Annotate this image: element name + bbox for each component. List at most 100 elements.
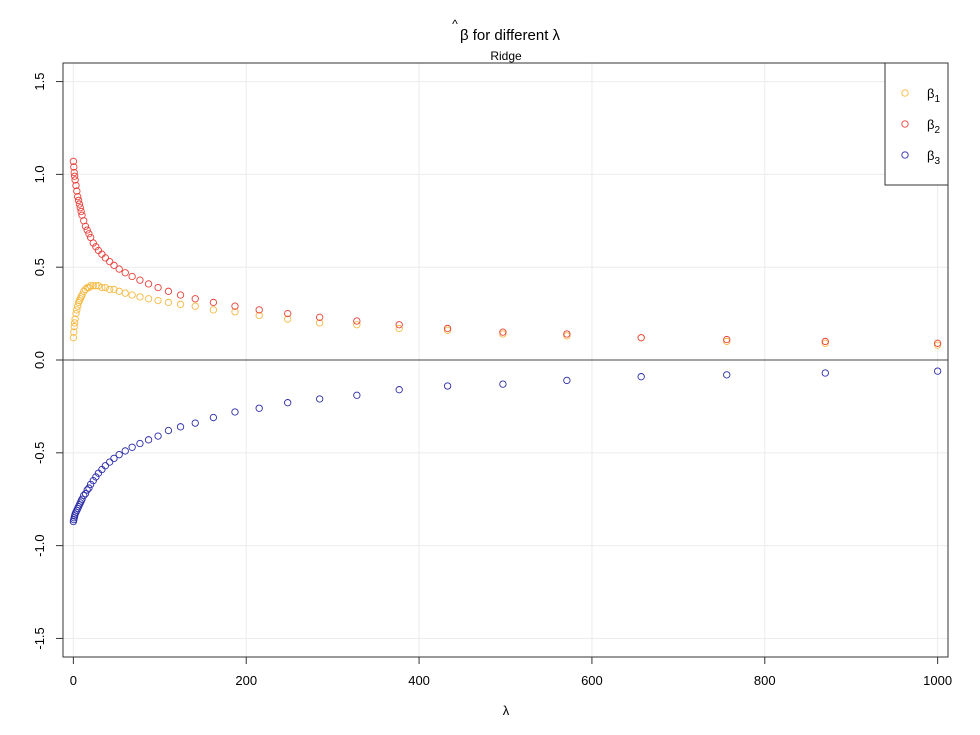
data-point <box>75 200 84 208</box>
data-point <box>353 317 361 325</box>
data-point <box>176 300 185 308</box>
data-point <box>85 283 93 292</box>
data-point <box>499 328 507 336</box>
data-point <box>71 176 79 184</box>
x-axis: 0 200 400 600 800 1000 <box>70 657 952 688</box>
data-point <box>284 399 292 407</box>
series-3-points <box>69 367 942 526</box>
data-point <box>78 291 86 299</box>
data-point <box>70 322 78 331</box>
data-point <box>110 261 118 269</box>
data-point <box>101 254 109 262</box>
data-point <box>316 313 324 321</box>
data-point <box>353 391 361 399</box>
legend-marker <box>901 151 909 159</box>
data-point <box>353 321 361 329</box>
data-point <box>101 462 109 470</box>
title-hat-icon: ^ <box>452 17 458 31</box>
data-point <box>72 309 80 318</box>
data-point <box>164 287 173 295</box>
data-point <box>92 243 100 251</box>
y-tick-label: -1.0 <box>32 534 47 556</box>
data-point <box>76 204 84 212</box>
data-point <box>154 283 162 292</box>
x-tick-label: 200 <box>235 673 257 688</box>
data-point <box>81 489 90 498</box>
data-point <box>94 282 103 290</box>
data-point <box>144 436 153 444</box>
data-point <box>191 302 199 310</box>
data-point <box>443 324 452 333</box>
data-point <box>144 295 153 303</box>
data-point <box>395 321 403 329</box>
series-1-points <box>69 282 942 349</box>
x-tick-label: 400 <box>408 673 430 688</box>
data-point <box>83 226 91 234</box>
data-point <box>98 465 106 474</box>
data-point <box>136 293 144 301</box>
data-point <box>87 282 95 290</box>
data-point <box>98 250 106 258</box>
chart-subtitle: Ridge <box>490 49 522 63</box>
data-point <box>115 451 123 459</box>
data-point <box>191 419 199 427</box>
data-point <box>136 439 144 448</box>
data-point <box>255 306 263 314</box>
data-point <box>154 296 162 305</box>
data-point <box>209 413 218 422</box>
legend-marker <box>901 89 909 97</box>
y-tick-label: -1.5 <box>32 627 47 649</box>
data-point <box>85 230 93 238</box>
x-tick-label: 800 <box>754 673 776 688</box>
y-tick-label: 0.0 <box>32 351 47 369</box>
data-point <box>395 324 403 333</box>
data-point <box>231 302 239 310</box>
data-point <box>231 308 239 316</box>
legend-label: β3 <box>927 148 940 167</box>
data-point <box>101 283 109 292</box>
chart-title: β for different λ <box>460 27 561 44</box>
legend-box <box>884 62 949 186</box>
data-point <box>284 309 292 318</box>
data-point <box>81 285 90 294</box>
data-point <box>136 276 144 284</box>
data-point <box>71 319 79 327</box>
data-point <box>89 477 97 485</box>
data-point <box>128 291 136 299</box>
data-point <box>83 486 91 494</box>
data-point <box>499 330 507 338</box>
data-point <box>563 330 571 338</box>
data-point <box>87 480 95 489</box>
data-point <box>395 386 403 394</box>
data-point <box>110 285 118 294</box>
series-2-points <box>69 157 942 347</box>
data-point <box>121 269 129 277</box>
legend-label: β1 <box>927 86 940 105</box>
data-point <box>74 192 82 201</box>
data-point <box>563 376 571 385</box>
data-point <box>115 265 123 273</box>
data-point <box>933 341 942 349</box>
data-point <box>78 495 86 503</box>
data-point <box>821 369 829 377</box>
data-point <box>92 473 100 481</box>
data-point <box>821 337 829 346</box>
data-point <box>81 222 90 231</box>
data-point <box>637 373 645 381</box>
y-tick-label: 1.0 <box>32 165 47 183</box>
data-point <box>284 315 292 323</box>
data-point <box>176 291 185 299</box>
data-point <box>637 334 645 342</box>
data-point <box>106 257 114 266</box>
data-point <box>106 458 114 466</box>
data-point <box>73 187 81 195</box>
data-point <box>69 157 78 166</box>
data-point <box>71 315 79 323</box>
data-point <box>255 311 263 320</box>
data-point <box>499 380 507 388</box>
x-axis-label: λ <box>503 703 510 718</box>
data-point <box>316 395 324 403</box>
data-points <box>69 157 942 526</box>
data-point <box>80 491 88 500</box>
data-point <box>821 339 829 347</box>
